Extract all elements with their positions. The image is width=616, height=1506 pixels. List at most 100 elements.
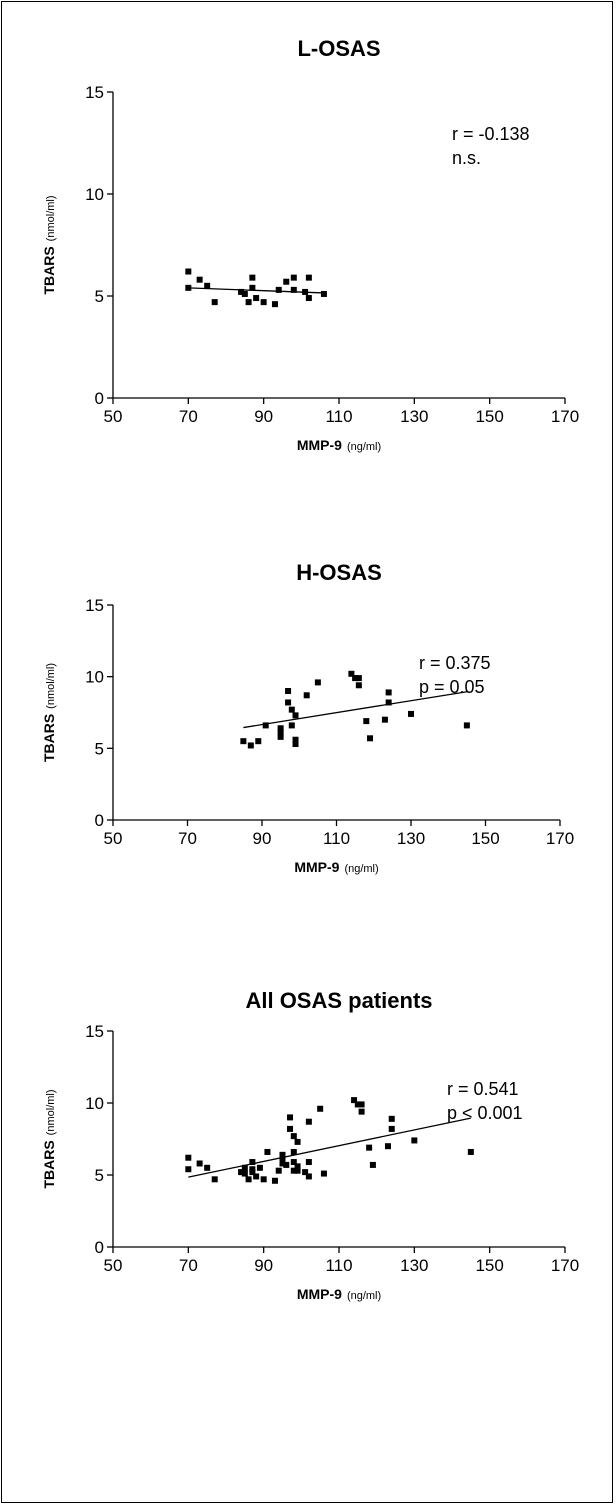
x-axis-title: MMP-9 (ng/ml)	[297, 437, 381, 453]
data-point	[388, 1125, 395, 1132]
data-point	[290, 274, 297, 281]
data-point	[285, 688, 292, 694]
x-tick-label: 130	[400, 407, 428, 426]
regression-line	[188, 287, 324, 294]
data-point	[283, 278, 290, 285]
data-point	[351, 1097, 358, 1104]
data-point	[260, 1176, 267, 1183]
data-point	[241, 1170, 248, 1177]
data-point	[277, 725, 284, 732]
data-point	[303, 692, 310, 699]
x-tick-label: 170	[551, 1256, 579, 1275]
chart-panel-2: H-OSAS 0 5 10 15 50 70 90 110 130 150 170 MMP-9 (ng/m…	[41, 560, 574, 875]
data-point	[292, 741, 299, 748]
data-point	[249, 274, 256, 281]
data-point	[355, 682, 362, 689]
data-point	[279, 1160, 286, 1167]
chart-panel-3: All OSAS patients 0 5 10 15 50 70 90 110 130 150 17…	[41, 988, 579, 1302]
data-point	[211, 1176, 218, 1183]
data-point	[317, 1105, 324, 1112]
data-point	[288, 722, 295, 729]
data-point	[256, 1164, 263, 1171]
data-point	[277, 729, 284, 736]
regression-line	[243, 691, 467, 729]
x-tick-label: 90	[254, 407, 273, 426]
stat-annotation: r = 0.375	[419, 653, 491, 673]
data-point	[463, 722, 470, 729]
data-point	[290, 1148, 297, 1155]
data-point	[302, 288, 309, 295]
data-point	[287, 1114, 294, 1121]
data-point	[255, 738, 262, 745]
data-point	[305, 274, 312, 281]
y-axis-unit: (nmol/ml)	[45, 663, 57, 709]
x-tick-label: 170	[551, 407, 579, 426]
data-point	[241, 290, 248, 297]
data-point	[385, 689, 392, 696]
stat-annotation: p = 0.05	[419, 677, 485, 697]
y-tick-label: 5	[95, 739, 104, 758]
data-point	[249, 284, 256, 291]
y-tick-label: 10	[85, 668, 104, 687]
data-point	[240, 738, 247, 745]
y-tick-label: 0	[95, 389, 104, 408]
data-point	[358, 1101, 365, 1108]
data-point	[366, 1144, 373, 1151]
y-axis-label: TBARS	[41, 714, 57, 762]
y-axis-title: TBARS (nmol/ml)	[41, 195, 57, 294]
data-point	[384, 1143, 391, 1150]
x-axis-unit: (ng/ml)	[347, 1290, 381, 1302]
data-point	[262, 722, 269, 729]
data-point	[358, 1108, 365, 1115]
data-point	[314, 679, 321, 686]
stat-annotation: r = -0.138	[452, 124, 530, 144]
data-point	[305, 295, 312, 302]
data-point	[348, 670, 355, 677]
data-point	[287, 1125, 294, 1132]
data-point	[411, 1137, 418, 1144]
x-tick-label: 130	[400, 1256, 428, 1275]
y-tick-label: 15	[85, 1022, 104, 1041]
data-point	[247, 742, 254, 749]
data-point	[385, 699, 392, 706]
data-point	[271, 1177, 278, 1184]
data-point	[367, 735, 374, 742]
data-point	[290, 1159, 297, 1166]
data-point	[355, 675, 362, 682]
data-point	[290, 1133, 297, 1140]
data-point	[294, 1167, 301, 1174]
data-point	[249, 1159, 256, 1166]
x-tick-label: 110	[323, 829, 350, 848]
x-tick-label: 150	[475, 1256, 503, 1275]
x-axis-label: MMP-9	[294, 859, 339, 875]
y-tick-label: 0	[95, 1238, 104, 1257]
data-point	[369, 1161, 376, 1168]
x-tick-label: 50	[104, 829, 123, 848]
data-point	[275, 286, 282, 293]
y-tick-label: 5	[95, 1166, 104, 1185]
stat-annotation: r = 0.541	[447, 1079, 519, 1099]
x-tick-label: 90	[253, 829, 272, 848]
y-tick-label: 15	[85, 83, 104, 102]
data-point	[253, 295, 260, 302]
data-point	[204, 1164, 211, 1171]
data-point	[283, 1161, 290, 1168]
x-axis-title: MMP-9 (ng/ml)	[297, 1286, 381, 1302]
y-axis-title: TBARS (nmol/ml)	[41, 1089, 57, 1188]
data-point	[285, 699, 292, 706]
data-point	[264, 1148, 271, 1155]
stat-annotation: p < 0.001	[447, 1103, 523, 1123]
y-tick-label: 10	[85, 185, 104, 204]
x-tick-label: 70	[179, 407, 198, 426]
chart-title: All OSAS patients	[245, 988, 432, 1013]
data-point	[185, 268, 192, 275]
stat-annotation: n.s.	[452, 148, 481, 168]
data-point	[185, 1154, 192, 1161]
data-point	[292, 712, 299, 719]
data-point	[185, 284, 192, 291]
data-point	[271, 301, 278, 308]
data-point	[241, 1164, 248, 1171]
x-axis-unit: (ng/ml)	[344, 863, 378, 875]
regression-line	[188, 1117, 471, 1178]
